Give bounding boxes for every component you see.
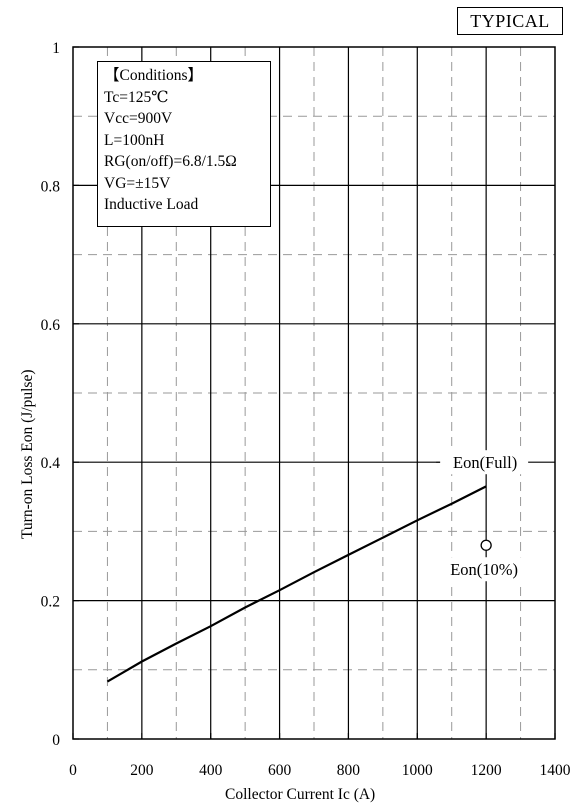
- x-tick-label: 1400: [540, 762, 571, 779]
- y-tick-label: 0.6: [41, 317, 61, 334]
- y-tick-label: 0.2: [41, 594, 60, 611]
- minor-grid: [73, 47, 555, 739]
- x-axis-label: Collector Current Ic (A): [225, 786, 376, 803]
- condition-load: Inductive Load: [104, 196, 199, 213]
- conditions-title: 【Conditions】: [104, 67, 204, 84]
- typical-badge: TYPICAL: [457, 7, 563, 35]
- condition-rg: RG(on/off)=6.8/1.5Ω: [104, 153, 237, 170]
- x-tick-label: 0: [69, 762, 77, 779]
- y-tick-label: 1: [52, 40, 60, 57]
- condition-tc: Tc=125℃: [104, 88, 169, 106]
- x-tick-label: 400: [199, 762, 223, 779]
- condition-vg: VG=±15V: [104, 174, 171, 192]
- series-line-eon-full: [106, 485, 487, 683]
- conditions-box: 【Conditions】 Tc=125℃ Vcc=900V L=100nH RG…: [97, 61, 271, 227]
- x-tick-label: 600: [268, 762, 292, 779]
- series-point-eon-10pct: [480, 539, 492, 551]
- eon-full-label-bg: [440, 450, 529, 475]
- eon-10pct-label-bg: [440, 557, 533, 582]
- x-tick-label: 800: [337, 762, 361, 779]
- condition-vcc: Vcc=900V: [104, 110, 173, 127]
- y-tick-label: 0: [52, 732, 60, 749]
- condition-l: L=100nH: [104, 131, 165, 149]
- plot-frame: [72, 46, 556, 740]
- eon-10pct-label: Eon(10%): [450, 560, 518, 579]
- major-grid: [73, 47, 555, 739]
- y-tick-label: 0.8: [41, 178, 61, 195]
- x-tick-label: 1200: [471, 762, 502, 779]
- x-tick-label: 1000: [402, 762, 433, 779]
- y-tick-label: 0.4: [41, 455, 61, 472]
- series-layer: Eon(Full) Eon(10%): [106, 450, 533, 683]
- tick-labels: 0 200 400 600 800 1000 1200 1400 0 0.2 0.4 0.6 0.8 1: [41, 40, 571, 779]
- y-axis-label: Turn-on Loss Eon (J/pulse): [19, 369, 36, 539]
- eon-full-label: Eon(Full): [453, 453, 517, 472]
- x-tick-label: 200: [130, 762, 154, 779]
